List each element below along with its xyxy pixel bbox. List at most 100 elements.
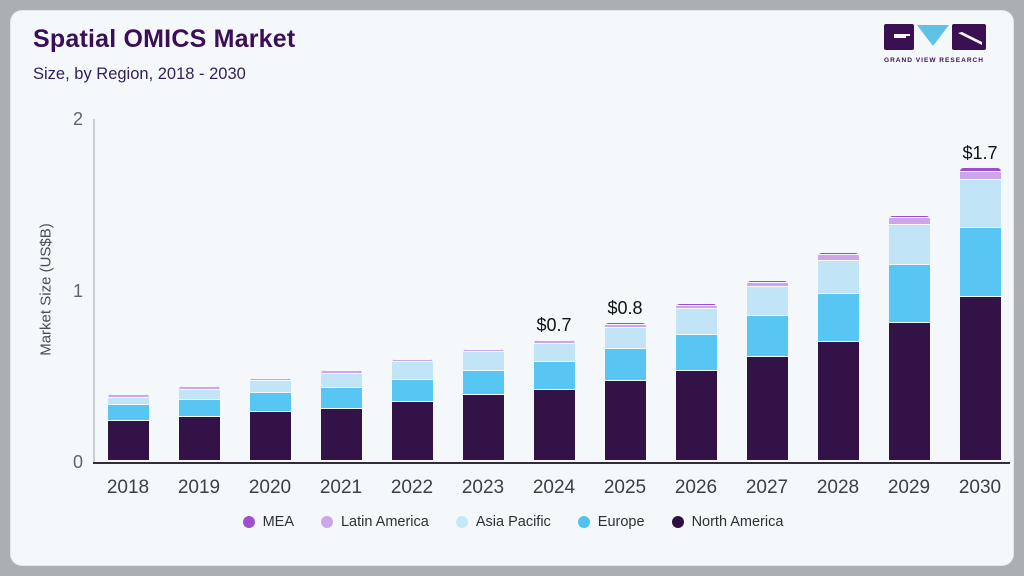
bar-segment-latin-america bbox=[959, 171, 1001, 181]
bar-segment-europe bbox=[675, 334, 717, 371]
bar-segment-asia-pacific bbox=[888, 225, 930, 265]
bar-segment-north-america bbox=[462, 394, 504, 460]
x-tick-label: 2019 bbox=[177, 477, 221, 498]
bar-segment-europe bbox=[533, 362, 575, 390]
bar-segment-latin-america bbox=[391, 359, 433, 363]
bar-segment-north-america bbox=[675, 370, 717, 460]
x-tick-label: 2025 bbox=[603, 477, 647, 498]
x-tick-label: 2022 bbox=[390, 477, 434, 498]
bar-segment-north-america bbox=[817, 341, 859, 460]
bar-segment-mea bbox=[391, 358, 433, 360]
bar-segment-north-america bbox=[249, 412, 291, 460]
x-tick-label: 2026 bbox=[674, 477, 718, 498]
bar-segment-europe bbox=[391, 379, 433, 402]
x-tick-label: 2027 bbox=[745, 477, 789, 498]
bar-segment-asia-pacific bbox=[604, 327, 646, 349]
value-label: $0.8 bbox=[607, 297, 643, 318]
bar-segment-north-america bbox=[746, 357, 788, 460]
page-subtitle: Size, by Region, 2018 - 2030 bbox=[33, 65, 246, 83]
legend-label: North America bbox=[691, 514, 784, 530]
bar-segment-europe bbox=[746, 315, 788, 358]
x-axis-baseline bbox=[93, 462, 1010, 464]
bar-group-2025 bbox=[604, 322, 646, 460]
bar-segment-mea bbox=[533, 339, 575, 341]
legend-item-asia-pacific: Asia Pacific bbox=[455, 514, 551, 530]
bar-segment-latin-america bbox=[178, 387, 220, 390]
logo-wordmark: GRAND VIEW RESEARCH bbox=[884, 57, 984, 64]
bar-group-2029 bbox=[888, 215, 930, 460]
bar-segment-europe bbox=[249, 393, 291, 413]
bar-segment-mea bbox=[817, 253, 859, 256]
logo-triangle-icon bbox=[917, 25, 949, 46]
legend-label: MEA bbox=[262, 514, 294, 530]
x-tick-label: 2021 bbox=[319, 477, 363, 498]
bar-segment-latin-america bbox=[675, 305, 717, 310]
legend-dot-icon bbox=[320, 516, 333, 528]
bar-segment-mea bbox=[462, 348, 504, 350]
bar-segment-mea bbox=[746, 280, 788, 283]
bar-group-2020 bbox=[249, 377, 291, 460]
grand-view-research-logo: GRAND VIEW RESEARCH bbox=[884, 24, 986, 64]
y-tick-label: 1 bbox=[72, 280, 83, 301]
legend-item-mea: MEA bbox=[242, 514, 294, 530]
bar-group-2028 bbox=[817, 253, 859, 460]
legend-dot-icon bbox=[455, 516, 468, 528]
legend-item-latin-america: Latin America bbox=[320, 514, 429, 530]
y-axis-line bbox=[93, 119, 95, 462]
bar-segment-asia-pacific bbox=[249, 381, 291, 394]
bar-group-2019 bbox=[178, 386, 220, 460]
bar-segment-mea bbox=[249, 377, 291, 379]
bar-group-2027 bbox=[746, 280, 788, 460]
bar-segment-latin-america bbox=[604, 324, 646, 328]
bar-segment-europe bbox=[320, 388, 362, 409]
legend-dot-icon bbox=[242, 516, 255, 528]
bar-segment-mea bbox=[320, 369, 362, 371]
legend-item-europe: Europe bbox=[577, 514, 645, 530]
bar-segment-mea bbox=[604, 322, 646, 325]
chart-card: Spatial OMICS Market Size, by Region, 20… bbox=[10, 10, 1014, 566]
bar-segment-latin-america bbox=[107, 394, 149, 398]
bar-segment-asia-pacific bbox=[746, 286, 788, 316]
bar-segment-latin-america bbox=[249, 378, 291, 382]
bar-segment-mea bbox=[675, 303, 717, 306]
bar-segment-asia-pacific bbox=[320, 374, 362, 389]
bar-segment-north-america bbox=[320, 408, 362, 460]
legend: MEA Latin America Asia Pacific Europe North … bbox=[11, 514, 1015, 530]
bar-segment-asia-pacific bbox=[817, 261, 859, 294]
bar-segment-asia-pacific bbox=[107, 397, 149, 406]
bar-segment-north-america bbox=[391, 401, 433, 460]
bar-segment-north-america bbox=[604, 381, 646, 460]
bar-segment-north-america bbox=[107, 420, 149, 460]
bar-segment-mea bbox=[888, 215, 930, 219]
bar-segment-europe bbox=[817, 293, 859, 342]
legend-label: Asia Pacific bbox=[475, 514, 551, 530]
value-label: $0.7 bbox=[536, 314, 572, 335]
x-tick-label: 2024 bbox=[532, 477, 576, 498]
bar-segment-europe bbox=[959, 228, 1001, 298]
legend-item-north-america: North America bbox=[671, 514, 784, 530]
bar-group-2024 bbox=[533, 339, 575, 460]
legend-dot-icon bbox=[671, 516, 684, 528]
x-tick-label: 2028 bbox=[816, 477, 860, 498]
bar-segment-north-america bbox=[533, 389, 575, 460]
bar-segment-mea bbox=[107, 393, 149, 395]
bar-segment-latin-america bbox=[320, 370, 362, 375]
legend-dot-icon bbox=[577, 516, 590, 528]
x-tick-label: 2023 bbox=[461, 477, 505, 498]
bar-segment-latin-america bbox=[533, 340, 575, 345]
bar-segment-latin-america bbox=[462, 349, 504, 353]
bar-group-2026 bbox=[675, 303, 717, 460]
bar-segment-latin-america bbox=[746, 282, 788, 287]
bar-group-2030 bbox=[959, 168, 1001, 460]
bar-segment-europe bbox=[462, 370, 504, 395]
bar-segment-europe bbox=[604, 348, 646, 382]
bar-segment-latin-america bbox=[817, 255, 859, 262]
bar-segment-asia-pacific bbox=[462, 352, 504, 371]
bar-group-2023 bbox=[462, 348, 504, 460]
bar-segment-mea bbox=[959, 168, 1001, 172]
bar-segment-asia-pacific bbox=[391, 362, 433, 380]
value-label: $1.7 bbox=[962, 143, 998, 164]
bar-segment-europe bbox=[178, 400, 220, 418]
legend-label: Latin America bbox=[340, 514, 429, 530]
bar-segment-north-america bbox=[178, 417, 220, 460]
